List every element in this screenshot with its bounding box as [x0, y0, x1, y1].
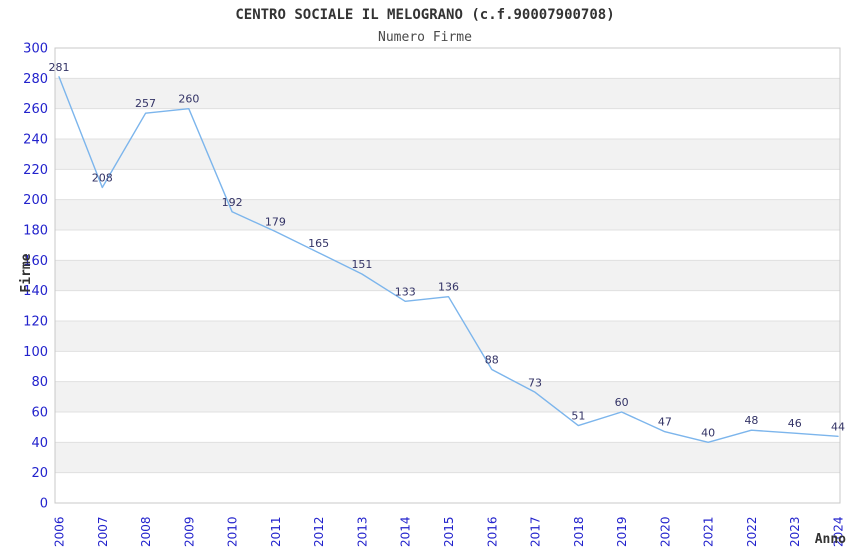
- y-axis-title: Firme: [19, 253, 34, 292]
- y-tick-label: 100: [23, 345, 48, 360]
- y-tick-label: 80: [31, 375, 48, 390]
- gridlines-layer: [54, 47, 841, 504]
- x-tick-label: 2009: [182, 516, 196, 547]
- data-point-label: 40: [701, 426, 715, 439]
- x-tick-label: 2008: [139, 516, 153, 547]
- y-tick-label: 240: [23, 133, 48, 148]
- x-tick-label: 2022: [745, 516, 759, 547]
- y-tick-label: 40: [31, 436, 48, 451]
- x-tick-label: 2010: [226, 516, 240, 547]
- series-line: [58, 76, 839, 443]
- data-point-label: 44: [831, 420, 845, 433]
- data-point-label: 179: [265, 216, 286, 229]
- data-point-label: 46: [788, 417, 802, 430]
- data-labels-layer: 281 208 257 260 192 179 165 151 133 136 88 73 51 60 47…: [49, 61, 846, 440]
- data-point-label: 136: [438, 281, 459, 294]
- data-point-label: 257: [135, 97, 156, 110]
- x-tick-label: 2024: [832, 516, 846, 547]
- x-tick-label: 2013: [355, 516, 369, 547]
- data-point-label: 133: [395, 285, 416, 298]
- x-tick-label: 2016: [485, 516, 499, 547]
- y-tick-label: 0: [40, 497, 48, 512]
- plot-band: [55, 321, 840, 352]
- data-point-label: 88: [485, 354, 499, 367]
- plot-band: [55, 381, 840, 412]
- plot-band: [55, 442, 840, 473]
- chart-title: CENTRO SOCIALE IL MELOGRANO (c.f.9000790…: [235, 7, 614, 23]
- y-tick-label: 220: [23, 163, 48, 178]
- x-tick-label: 2018: [572, 516, 586, 547]
- data-point-label: 47: [658, 416, 672, 429]
- y-tick-label: 280: [23, 72, 48, 87]
- data-point-label: 60: [615, 396, 629, 409]
- x-tick-label: 2019: [615, 516, 629, 547]
- data-point-label: 165: [308, 237, 329, 250]
- y-tick-label: 180: [23, 224, 48, 239]
- x-tick-label: 2017: [529, 516, 543, 547]
- x-tick-label: 2012: [312, 516, 326, 547]
- plot-band: [55, 199, 840, 230]
- plot-bands-layer: [55, 78, 840, 473]
- y-tick-label: 140: [23, 284, 48, 299]
- x-tick-label: 2007: [96, 516, 110, 547]
- data-point-label: 151: [351, 258, 372, 271]
- data-point-label: 260: [178, 93, 199, 106]
- axis-ticks-layer: 0 20 40 60 80 100 120 140 160 180 200 220 240 260 280 3…: [23, 42, 845, 548]
- y-tick-label: 300: [23, 42, 48, 57]
- chart-subtitle: Numero Firme: [378, 30, 472, 45]
- x-axis-title: Anno: [815, 532, 846, 547]
- x-tick-label: 2020: [658, 516, 672, 547]
- y-tick-label: 200: [23, 193, 48, 208]
- x-tick-label: 2011: [269, 516, 283, 547]
- y-tick-label: 60: [31, 406, 48, 421]
- x-tick-label: 2023: [788, 516, 802, 547]
- y-tick-label: 160: [23, 254, 48, 269]
- data-point-label: 208: [92, 172, 113, 185]
- x-tick-label: 2006: [53, 516, 67, 547]
- data-point-label: 51: [571, 410, 585, 423]
- x-tick-label: 2021: [702, 516, 716, 547]
- series-layer: [58, 76, 839, 443]
- y-tick-label: 20: [31, 466, 48, 481]
- y-tick-label: 260: [23, 102, 48, 117]
- data-point-label: 48: [744, 414, 758, 427]
- data-point-label: 192: [222, 196, 243, 209]
- plot-band: [55, 139, 840, 170]
- data-point-label: 73: [528, 376, 542, 389]
- data-point-label: 281: [49, 61, 70, 74]
- y-tick-label: 120: [23, 315, 48, 330]
- plot-band: [55, 260, 840, 291]
- plot-border: [54, 47, 841, 504]
- x-tick-label: 2015: [442, 516, 456, 547]
- x-tick-label: 2014: [399, 516, 413, 547]
- plot-band: [55, 78, 840, 109]
